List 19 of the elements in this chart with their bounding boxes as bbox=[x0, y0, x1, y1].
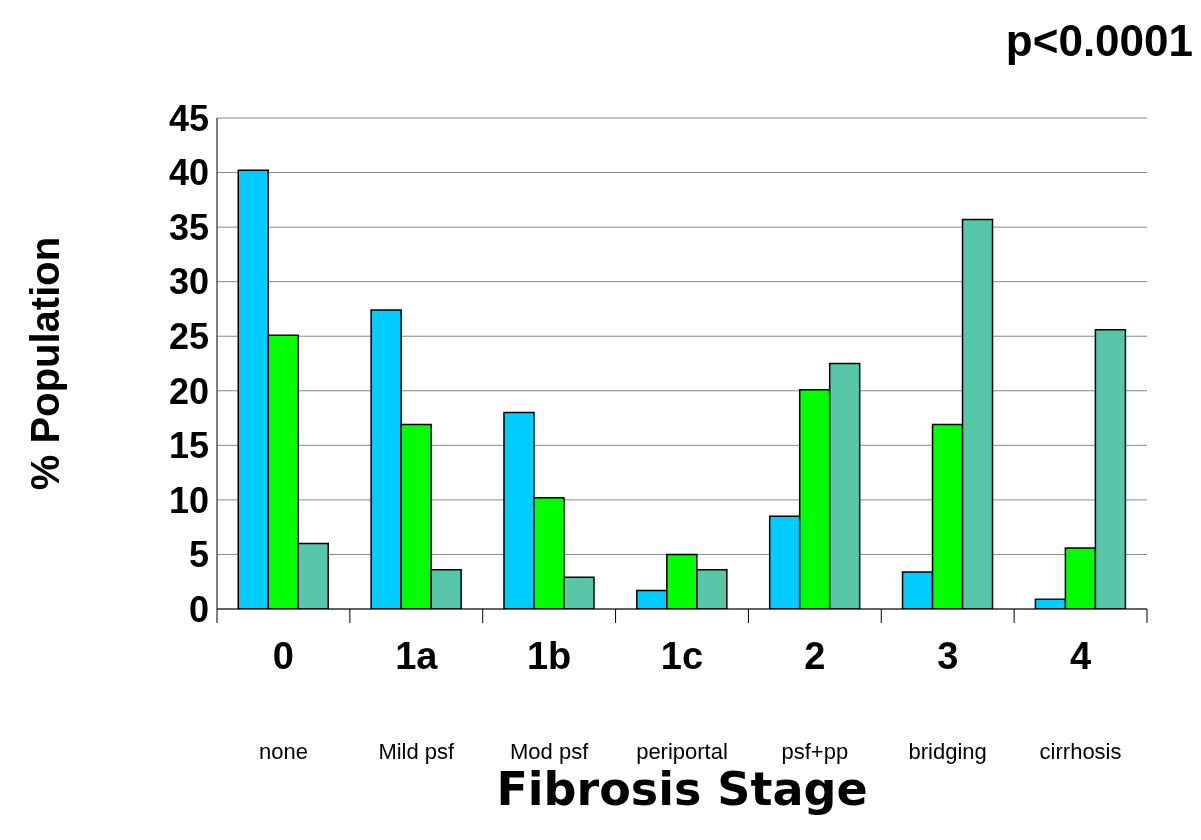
category-label: 1a Mild psf bbox=[378, 635, 455, 764]
category-label: 1c periportal bbox=[636, 635, 728, 764]
y-tick-label: 30 bbox=[168, 261, 209, 303]
y-tick-label: 25 bbox=[168, 316, 209, 357]
category-label: 2 psf+pp bbox=[781, 635, 849, 764]
y-tick-label: 15 bbox=[168, 425, 209, 467]
y-tick-label: 35 bbox=[168, 206, 209, 248]
y-tick-label: 45 bbox=[168, 97, 209, 139]
y-tick-label: 5 bbox=[188, 534, 209, 576]
category-label: 3 bridging bbox=[908, 635, 987, 764]
category-label: 4 cirrhosis bbox=[1039, 635, 1122, 764]
category-label: 1b Mod psf bbox=[510, 635, 589, 764]
category-label: 0 none bbox=[258, 635, 308, 764]
y-tick-label: 0 bbox=[188, 588, 209, 630]
y-tick-label: 10 bbox=[168, 479, 209, 521]
y-axis-title: % Population bbox=[22, 236, 67, 491]
y-tick-label: 40 bbox=[168, 152, 209, 194]
y-tick-label: 20 bbox=[168, 370, 209, 412]
chart-title: p<0.0001 bbox=[1005, 16, 1193, 66]
